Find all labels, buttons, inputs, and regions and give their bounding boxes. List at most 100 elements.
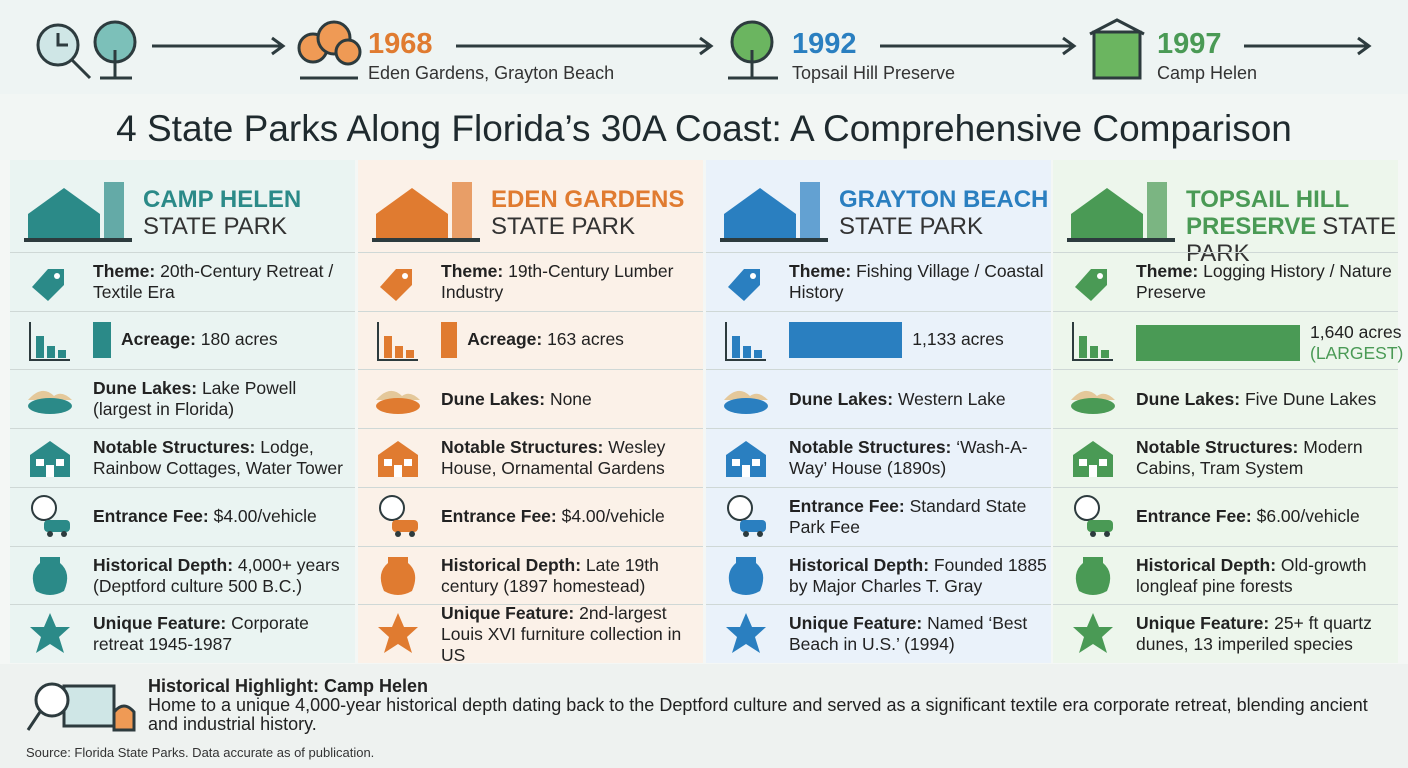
row-content: Notable Structures: ‘Wash-A-Way’ House (… — [789, 429, 1047, 487]
icon-shape — [395, 345, 403, 358]
icon-shape — [726, 441, 766, 478]
row-content-inner: Theme: Fishing Village / Coastal History — [789, 261, 1047, 303]
row-icon — [24, 374, 76, 429]
row-text: None — [549, 388, 592, 409]
icon-shape — [732, 459, 740, 467]
park-row: Unique Feature: 25+ ft quartz dunes, 13 … — [1053, 604, 1398, 663]
park-row: 1,640 acres (LARGEST) — [1053, 310, 1403, 370]
row-text: 180 acres — [200, 329, 278, 350]
icon-shape — [1072, 321, 1113, 361]
row-label: Unique Feature: — [441, 602, 575, 623]
row-text: Wesley House, Ornamental Gardens — [441, 437, 666, 479]
icon-shape — [376, 391, 420, 401]
row-icon — [372, 374, 424, 429]
row-content: Entrance Fee: $4.00/vehicle — [441, 488, 699, 546]
timeline-graphics — [36, 18, 1372, 80]
row-text: Lodge, Rainbow Cottages, Water Tower — [93, 437, 343, 479]
highlight-icon — [26, 682, 136, 732]
row-icon — [720, 492, 772, 547]
icon-shape — [728, 556, 764, 595]
icon-shape — [378, 441, 418, 478]
icon-shape — [720, 182, 828, 242]
row-text: $4.00/vehicle — [561, 506, 665, 527]
row-icon — [24, 609, 76, 664]
row-label: Notable Structures: — [1136, 437, 1299, 458]
row-text: Named ‘Best Beach in U.S.’ (1994) — [789, 613, 1028, 655]
icon-shape — [380, 556, 416, 595]
row-label: Unique Feature: — [1136, 613, 1270, 634]
row-icon — [24, 492, 76, 547]
row-text: Corporate retreat 1945-1987 — [93, 613, 309, 655]
icon-shape — [1147, 182, 1167, 240]
icon-shape — [372, 182, 480, 242]
icon-shape — [724, 391, 768, 415]
icon-shape — [30, 441, 70, 478]
row-icon — [372, 551, 424, 606]
row-content: Entrance Fee: $4.00/vehicle — [93, 488, 351, 546]
icon-shape — [728, 269, 760, 301]
acreage-text: 1,133 acres — [912, 329, 1003, 350]
icon-shape — [754, 349, 762, 358]
row-content: Notable Structures: Modern Cabins, Tram … — [1136, 429, 1394, 487]
acreage: Acreage: 180 acres — [93, 321, 278, 358]
icon-shape — [384, 459, 392, 467]
icon-shape — [752, 459, 760, 467]
icon-shape — [1075, 269, 1107, 301]
icon-shape — [1079, 459, 1087, 467]
row-content: Historical Depth: Founded 1885 by Major … — [789, 547, 1047, 605]
row-content-inner: Historical Depth: Founded 1885 by Major … — [789, 555, 1047, 597]
row-label: Entrance Fee: — [93, 506, 209, 527]
icon-shape — [728, 269, 760, 301]
icon-shape — [1071, 391, 1115, 415]
park-row: Notable Structures: Modern Cabins, Tram … — [1053, 428, 1398, 487]
park-name-rest: STATE PARK — [143, 213, 288, 240]
icon-shape — [720, 238, 828, 242]
icon-shape — [699, 36, 714, 56]
row-content-inner: Theme: 19th-Century Lumber Industry — [441, 261, 699, 303]
icon-shape — [725, 321, 766, 361]
icon-shape — [743, 530, 749, 537]
park-row: Entrance Fee: Standard State Park Fee — [706, 486, 1051, 547]
icon-shape — [1067, 182, 1175, 242]
icon-shape — [334, 38, 362, 66]
icon-shape — [30, 441, 70, 478]
row-icon — [24, 551, 76, 606]
row-text: 25+ ft quartz dunes, 13 imperiled specie… — [1136, 613, 1372, 655]
icon-shape — [392, 519, 418, 532]
park-name: EDEN GARDENS STATE PARK — [491, 186, 703, 240]
icon-shape — [380, 269, 412, 301]
acreage-text: 1,640 acres (LARGEST) — [1310, 322, 1403, 364]
park-name-line: PRESERVE STATE PARK — [1186, 213, 1398, 267]
acreage-text: Acreage: 163 acres — [467, 329, 624, 350]
timeline-label: Eden Gardens, Grayton Beach — [368, 63, 615, 83]
row-content: Dune Lakes: Five Dune Lakes — [1136, 370, 1394, 428]
icon-shape — [376, 188, 448, 240]
title-band — [0, 94, 1408, 160]
icon-shape — [54, 273, 60, 279]
acreage-bar — [789, 321, 903, 358]
row-content-inner: Unique Feature: Named ‘Best Beach in U.S… — [789, 613, 1047, 655]
row-content-inner: Dune Lakes: Lake Powell (largest in Flor… — [93, 378, 351, 420]
acreage: 1,133 acres — [789, 321, 1004, 358]
icon-shape — [26, 682, 136, 732]
row-content-inner: Notable Structures: Wesley House, Orname… — [441, 437, 699, 479]
row-label: Theme: — [789, 261, 852, 281]
icon-shape — [271, 36, 286, 56]
row-content: Historical Depth: Old-growth longleaf pi… — [1136, 547, 1394, 605]
row-label: Notable Structures: — [441, 437, 604, 458]
icon-shape — [1075, 556, 1111, 595]
icon-shape — [47, 345, 55, 358]
row-content-inner: Dune Lakes: Western Lake — [789, 389, 1006, 410]
icon-shape — [1075, 556, 1111, 595]
row-text: 4,000+ years (Deptford culture 500 B.C.) — [93, 554, 340, 596]
icon-shape — [1075, 269, 1107, 301]
park-row: Unique Feature: Named ‘Best Beach in U.S… — [706, 604, 1051, 663]
park-row: Theme: Logging History / Nature Preserve — [1053, 252, 1398, 311]
timeline-year: 1992 — [792, 28, 857, 60]
row-text: 19th-Century Lumber Industry — [441, 261, 674, 302]
icon-shape — [30, 613, 70, 654]
row-content-inner: Entrance Fee: $4.00/vehicle — [93, 506, 317, 527]
row-label: Acreage: — [467, 329, 543, 350]
icon-shape — [32, 269, 64, 301]
row-icon — [720, 316, 772, 371]
